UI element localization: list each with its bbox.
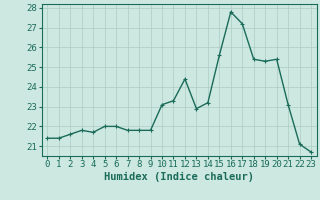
X-axis label: Humidex (Indice chaleur): Humidex (Indice chaleur) xyxy=(104,172,254,182)
